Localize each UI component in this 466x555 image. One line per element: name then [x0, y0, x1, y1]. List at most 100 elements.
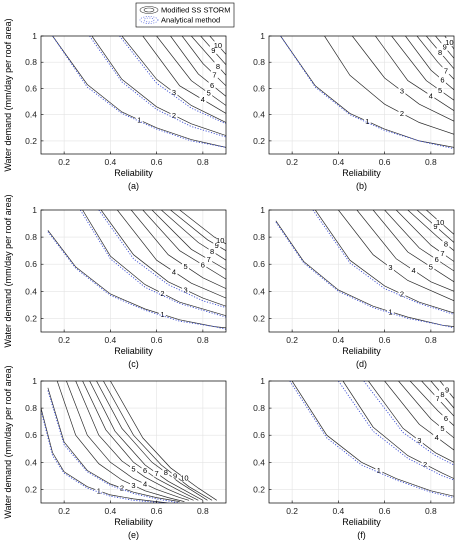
- storm-contour-1: [275, 220, 454, 327]
- x-tick-label: 0.8: [197, 506, 209, 516]
- contour-label-bg: [433, 432, 441, 441]
- contour-label-10: 10: [214, 41, 222, 50]
- x-tick-label: 0.2: [58, 335, 70, 345]
- x-tick-label: 0.8: [425, 506, 437, 516]
- x-tick-label: 0.4: [332, 506, 344, 516]
- contour-label-2: 2: [160, 289, 164, 298]
- contour-label-5: 5: [183, 262, 187, 271]
- x-axis-label: Reliability: [342, 346, 381, 356]
- storm-contour-7: [151, 210, 226, 270]
- storm-contour-7: [89, 381, 204, 501]
- contour-label-6: 6: [143, 466, 147, 475]
- storm-contour-2: [324, 36, 454, 135]
- contour-label-9: 9: [433, 222, 437, 231]
- contour-label-bg: [438, 390, 446, 399]
- storm-contour-6: [142, 210, 226, 280]
- storm-contour-5: [398, 381, 454, 439]
- contour-label-bg: [118, 483, 126, 492]
- contour-label-10: 10: [216, 236, 224, 245]
- contour-label-6: 6: [435, 255, 439, 264]
- contour-label-bg: [205, 254, 213, 263]
- analytical-contour-3: [363, 381, 454, 466]
- analytical-contour-1: [289, 381, 454, 499]
- x-axis-label: Reliability: [114, 168, 153, 178]
- contour-label-4: 4: [143, 480, 147, 489]
- contour-label-bg: [170, 110, 178, 119]
- contour-label-2: 2: [400, 109, 404, 118]
- x-tick-label: 0.2: [286, 335, 298, 345]
- plot-frame: [268, 35, 455, 155]
- contour-label-bg: [363, 116, 371, 125]
- x-tick-label: 0.2: [286, 157, 298, 167]
- x-tick-label: 0.2: [286, 506, 298, 516]
- contour-label-3: 3: [131, 481, 135, 490]
- contour-label-bg: [442, 66, 450, 75]
- contour-label-bg: [209, 45, 217, 54]
- x-tick-label: 0.2: [58, 506, 70, 516]
- x-tick-label: 0.6: [379, 157, 391, 167]
- y-axis-label: Water demand (mm/day per roof area): [3, 18, 13, 171]
- panel-label: (c): [128, 359, 139, 369]
- contour-label-bg: [386, 307, 394, 316]
- contour-label-8: 8: [164, 468, 168, 477]
- storm-contour-2: [91, 36, 226, 136]
- contour-label-bg: [213, 240, 221, 249]
- x-tick-label: 0.6: [151, 335, 163, 345]
- storm-contour-8: [161, 210, 226, 261]
- x-axis-label: Reliability: [342, 168, 381, 178]
- x-tick-label: 0.4: [332, 335, 344, 345]
- x-tick-label: 0.8: [197, 157, 209, 167]
- plot-area: [269, 381, 454, 503]
- contour-label-5: 5: [131, 465, 135, 474]
- y-tick-label: 1: [32, 376, 37, 386]
- storm-contour-10: [110, 381, 217, 501]
- panel-label: (b): [356, 181, 367, 191]
- contour-label-6: 6: [440, 76, 444, 85]
- contour-label-10: 10: [436, 218, 444, 227]
- legend-solid-glyph-inner: [143, 7, 155, 13]
- contour-label-5: 5: [429, 263, 433, 272]
- contour-label-1: 1: [377, 466, 381, 475]
- analytical-contour-3: [119, 36, 226, 125]
- y-tick-label: 0.8: [253, 57, 265, 67]
- contour-label-bg: [436, 217, 444, 226]
- analytical-contour-2: [47, 390, 180, 503]
- y-tick-label: 1: [32, 31, 37, 41]
- contour-label-2: 2: [400, 290, 404, 299]
- contour-label-bg: [162, 468, 170, 476]
- contour-label-bg: [135, 115, 143, 124]
- y-tick-label: 0.6: [25, 259, 37, 269]
- y-tick-label: 1: [260, 205, 265, 215]
- contour-label-4: 4: [435, 433, 439, 442]
- y-tick-label: 0.4: [25, 286, 37, 296]
- y-tick-label: 0.8: [25, 403, 37, 413]
- contour-label-bg: [436, 85, 444, 94]
- contour-label-9: 9: [211, 46, 215, 55]
- contour-label-9: 9: [445, 385, 449, 394]
- contour-label-bg: [95, 486, 103, 495]
- contour-label-bg: [158, 288, 166, 297]
- x-tick-label: 0.6: [379, 335, 391, 345]
- x-axis-label: Reliability: [114, 517, 153, 527]
- plot-area: [269, 36, 454, 154]
- storm-contour-4: [384, 381, 454, 451]
- contour-label-3: 3: [172, 88, 176, 97]
- contour-label-bg: [199, 260, 207, 269]
- contour-label-9: 9: [215, 241, 219, 250]
- contour-label-bg: [141, 465, 149, 474]
- y-tick-label: 0.4: [25, 110, 37, 120]
- legend-dotted-glyph-inner: [143, 17, 155, 23]
- contour-label-bg: [208, 80, 216, 89]
- contour-label-bg: [170, 267, 178, 276]
- panel-label: (d): [356, 359, 367, 369]
- contour-label-8: 8: [210, 247, 214, 256]
- contour-label-bg: [442, 239, 450, 248]
- plot-frame: [40, 209, 227, 333]
- y-tick-label: 0.6: [253, 430, 265, 440]
- x-tick-label: 0.4: [104, 335, 116, 345]
- storm-contour-2: [342, 381, 454, 479]
